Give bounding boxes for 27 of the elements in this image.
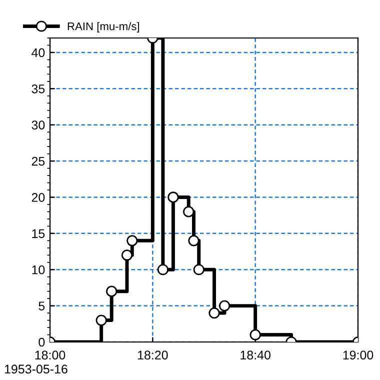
point [188,235,200,246]
point [183,206,194,218]
y-tick-label: 10 [32,265,45,274]
point [157,264,168,276]
point [121,250,133,261]
y-tick-label: 35 [32,84,45,94]
legend-label: RAIN [mu-m/s] [68,22,140,32]
point [96,314,107,326]
y-tick-label: 15 [32,229,45,238]
y-tick-label: 5 [38,302,45,310]
point [126,235,138,246]
y-tick-label: 0 [38,338,45,347]
point [193,264,204,276]
text: 1953-05-16 [4,364,68,374]
y-tick-label: 25 [32,156,45,166]
point [106,286,118,297]
x-tick-label: 18:40 [240,350,270,360]
x-tick-label: 19:00 [343,350,374,360]
point [168,192,179,203]
x-tick-label: 18:00 [35,350,66,360]
x-tick-label: 18:20 [138,350,168,360]
point [250,329,261,340]
point [208,307,220,319]
y-tick-label: 30 [32,120,45,130]
y-tick-label: 40 [32,48,45,58]
point [218,300,230,312]
y-tick-label: 20 [32,193,45,202]
